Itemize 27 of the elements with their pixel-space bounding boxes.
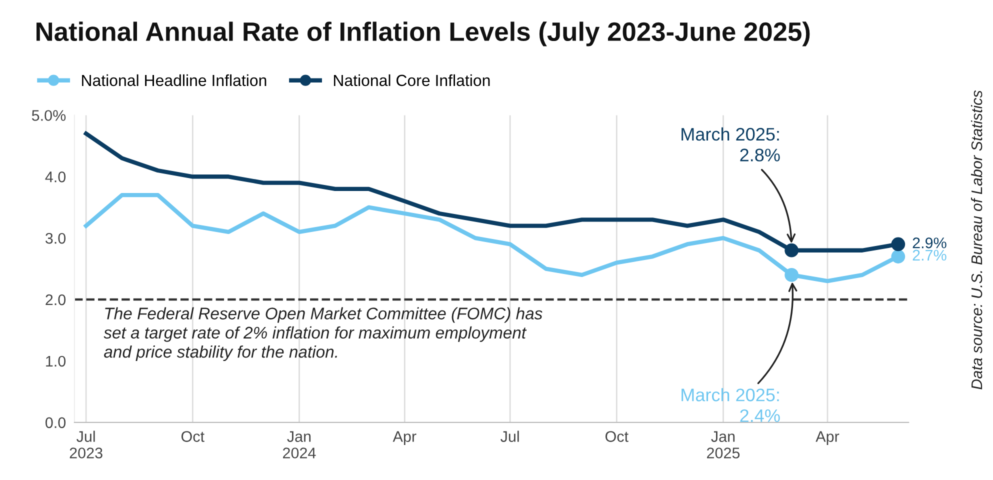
x-tick-label: Jul 2023 (70, 430, 102, 458)
y-tick-label: 2.0 (46, 294, 66, 306)
x-tick-label: Apr (816, 431, 840, 445)
x-tick-label: Oct (181, 431, 204, 442)
x-tick-label: Jan 2025 (707, 431, 740, 458)
y-tick-label: 1.0 (46, 356, 66, 367)
annotation: March 2025: 2.8% (682, 127, 780, 162)
annotation: The Federal Reserve Open Market Committee (FOMC) has set a target rate of 2% inflation for maximum employment and price stability for the nation. (104, 307, 542, 362)
legend-label: National Headline Inflation (82, 74, 266, 86)
y-tick-label: 0.0 (46, 417, 66, 428)
point (784, 243, 799, 258)
x-tick-label: Oct (605, 431, 628, 442)
y-tick-label: 3.0 (45, 232, 66, 244)
x-tick-label: Jan 2024 (283, 431, 316, 458)
point (891, 250, 906, 264)
point (891, 237, 906, 252)
x-tick-label: Jul (500, 430, 519, 442)
annotation: March 2025: 2.4% (682, 388, 780, 422)
x-tick-label: Apr (392, 431, 416, 445)
chart-title: National Annual Rate of Inflation Levels (July 2023-June 2025) (36, 22, 810, 46)
source-note: Data source: U.S. Bureau of Labor Statistics (970, 90, 982, 390)
point (784, 268, 799, 282)
data-label: 2.9% (912, 238, 946, 248)
y-tick-label: 4.0 (45, 172, 66, 182)
y-tick-label: 5.0% (32, 110, 66, 121)
legend-label: National Core Inflation (334, 74, 490, 86)
data-label: 2.7% (912, 250, 946, 261)
